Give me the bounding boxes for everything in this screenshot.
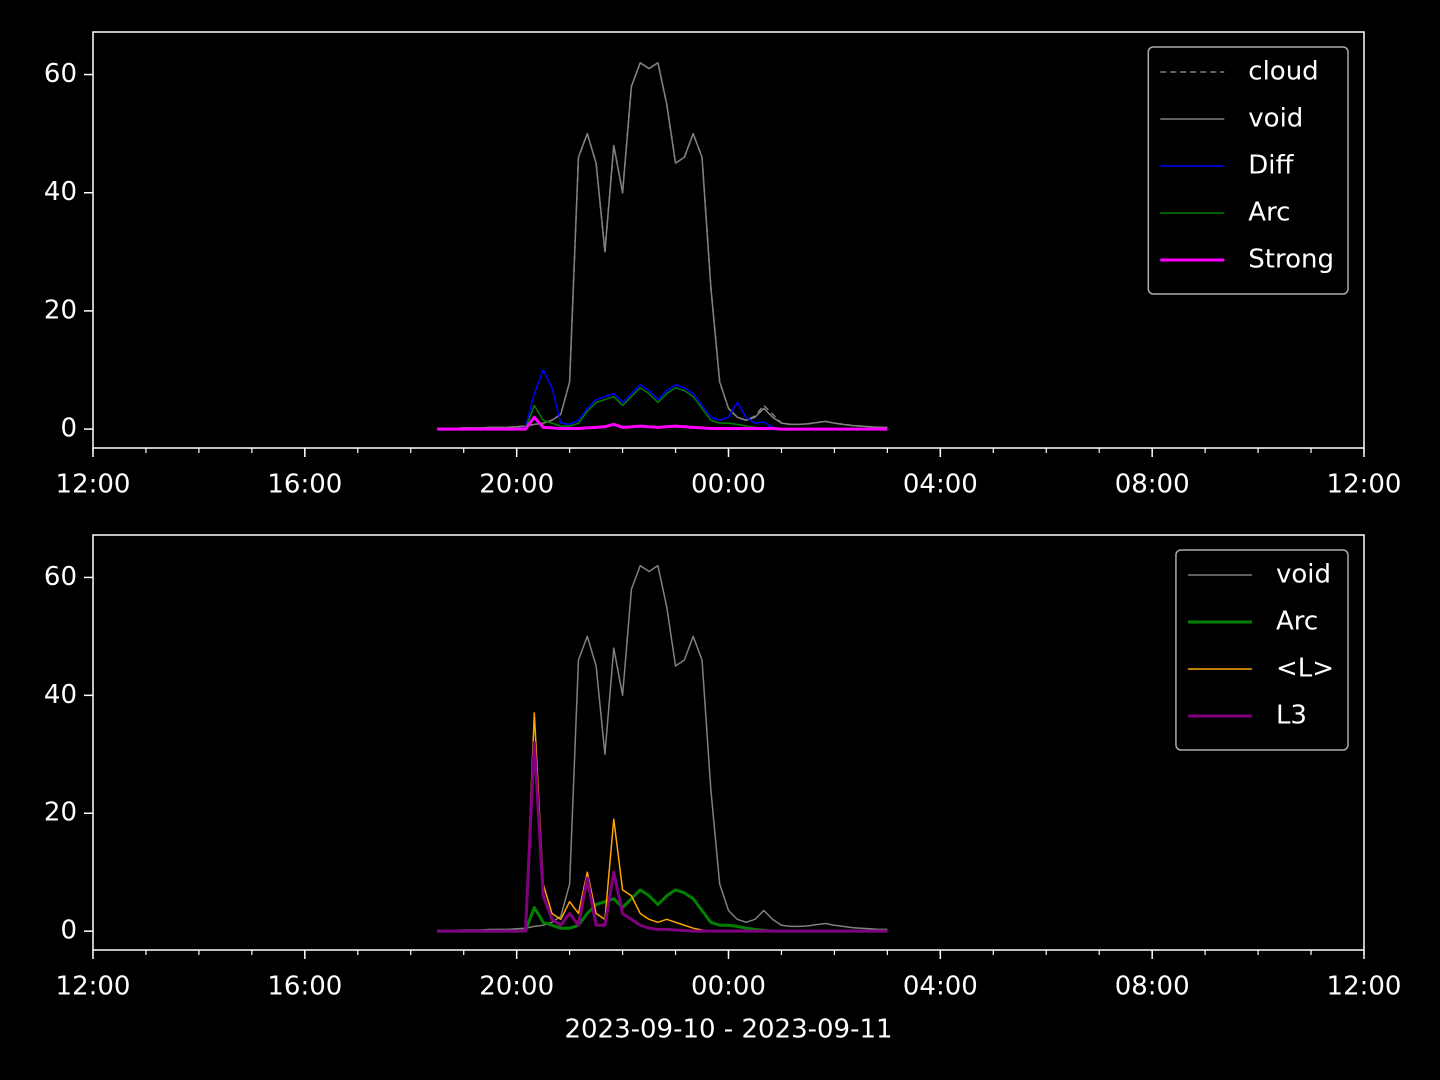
- axes-frame: [92, 31, 1365, 449]
- series-line: [437, 741, 888, 933]
- x-axis-label: 2023-09-10 - 2023-09-11: [564, 1015, 892, 1045]
- y-tick-label: 40: [44, 177, 77, 207]
- x-tick-label: 20:00: [479, 972, 554, 1002]
- legend-label: L3: [1276, 701, 1307, 731]
- legend-label: void: [1276, 560, 1331, 590]
- y-tick-label: 60: [44, 59, 77, 89]
- series-line: [437, 415, 888, 431]
- y-tick-label: 0: [60, 414, 77, 444]
- x-tick-label: 00:00: [691, 470, 766, 500]
- legend-label: <L>: [1276, 654, 1334, 684]
- legend-label: Arc: [1276, 607, 1318, 637]
- legend-frame: [1147, 46, 1349, 295]
- x-tick-label: 00:00: [691, 972, 766, 1002]
- x-tick-label: 16:00: [267, 470, 342, 500]
- x-tick-label: 04:00: [903, 470, 978, 500]
- series-line: [437, 564, 888, 932]
- axes: 12:00 16:00 20:00 00:00 04:00 08:00 12:00 0 20 40…: [44, 534, 1402, 1045]
- x-tick-label: 12:00: [56, 972, 131, 1002]
- y-tick-label: 0: [60, 916, 77, 946]
- y-tick-label: 60: [44, 562, 77, 592]
- legend-frame: [1175, 549, 1349, 751]
- legend-label: Arc: [1248, 198, 1290, 228]
- x-tick-label: 12:00: [1327, 972, 1402, 1002]
- y-tick-label: 20: [44, 798, 77, 828]
- legend-label: void: [1248, 104, 1303, 134]
- x-tick-label: 12:00: [56, 470, 131, 500]
- legend: cloud void Diff Arc Strong: [1147, 46, 1349, 295]
- axes: 12:00 16:00 20:00 00:00 04:00 08:00 12:00 0 20 40…: [44, 31, 1402, 500]
- y-tick-label: 20: [44, 295, 77, 325]
- x-tick-label: 16:00: [267, 972, 342, 1002]
- x-tick-label: 08:00: [1115, 972, 1190, 1002]
- x-tick-label: 20:00: [479, 470, 554, 500]
- legend-label: cloud: [1248, 57, 1318, 87]
- legend-label: Diff: [1248, 151, 1294, 181]
- x-tick-label: 12:00: [1327, 470, 1402, 500]
- x-tick-label: 08:00: [1115, 470, 1190, 500]
- y-tick-label: 40: [44, 680, 77, 710]
- legend-label: Strong: [1248, 245, 1334, 275]
- legend: void Arc <L> L3: [1175, 549, 1349, 751]
- series-line: [437, 61, 888, 430]
- axes-frame: [92, 534, 1365, 951]
- plot-area: [93, 535, 1364, 950]
- x-tick-label: 04:00: [903, 972, 978, 1002]
